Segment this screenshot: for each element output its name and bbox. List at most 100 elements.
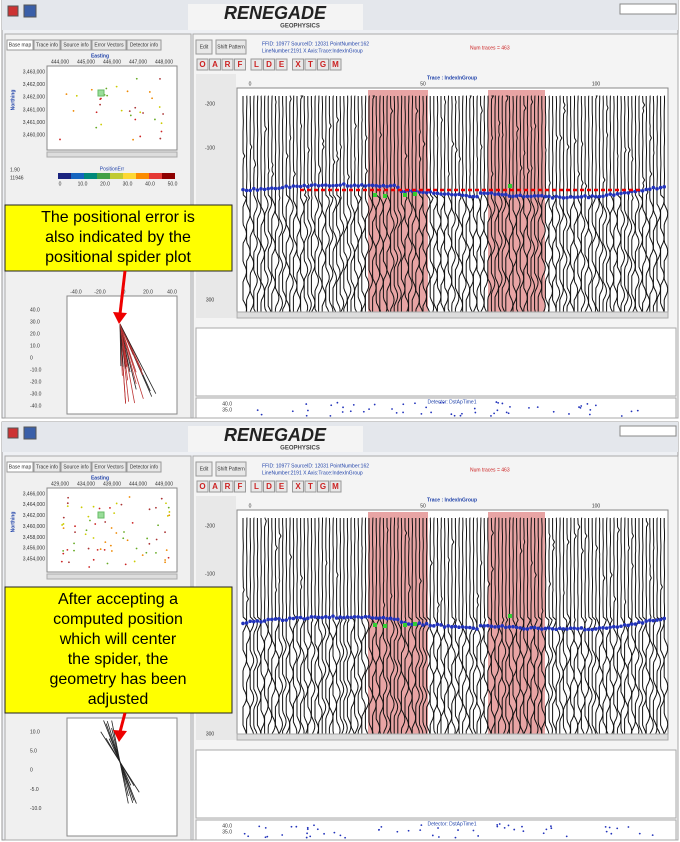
tool-label[interactable]: F xyxy=(238,482,243,491)
tool-label[interactable]: M xyxy=(332,60,339,69)
pick-point xyxy=(482,191,487,196)
tab[interactable] xyxy=(6,461,34,473)
tab-label[interactable]: Trace info xyxy=(36,42,58,48)
tool-label[interactable]: D xyxy=(266,60,272,69)
tool-label[interactable]: T xyxy=(308,482,313,491)
tab-label[interactable]: Error Vectors xyxy=(94,42,124,48)
map-point xyxy=(165,549,168,552)
tab-label[interactable]: Source info xyxy=(63,464,89,470)
tool-button[interactable] xyxy=(221,480,234,493)
tab-label[interactable]: Source info xyxy=(63,42,89,48)
tab-label[interactable]: Base map xyxy=(9,42,32,48)
seismic-trace xyxy=(454,96,460,315)
tab[interactable] xyxy=(126,39,162,51)
tool-label[interactable]: A xyxy=(212,60,218,69)
button[interactable] xyxy=(195,461,213,477)
tool-label[interactable]: L xyxy=(254,482,259,491)
tool-label[interactable]: F xyxy=(238,60,243,69)
tool-label[interactable]: D xyxy=(266,482,272,491)
button-label[interactable]: Edit xyxy=(200,466,209,472)
tab-label[interactable]: Error Vectors xyxy=(94,464,124,470)
button-label[interactable]: Shift Pattern xyxy=(217,44,245,50)
icon[interactable] xyxy=(7,427,19,439)
icon[interactable] xyxy=(23,426,37,440)
y-tick-label: 300 xyxy=(206,297,215,303)
tab[interactable] xyxy=(6,39,34,51)
tool-button[interactable] xyxy=(196,480,209,493)
tool-button[interactable] xyxy=(263,58,275,71)
tool-button[interactable] xyxy=(263,480,275,493)
tool-button[interactable] xyxy=(234,58,246,71)
tool-label[interactable]: O xyxy=(199,60,205,69)
seismic-trace xyxy=(267,517,273,737)
icon[interactable] xyxy=(7,5,19,17)
button[interactable] xyxy=(215,461,247,477)
tool-label[interactable]: G xyxy=(320,482,326,491)
pick-point xyxy=(648,618,652,623)
pick-point xyxy=(554,627,558,632)
tab-label[interactable]: Detector info xyxy=(130,464,159,470)
tool-label[interactable]: A xyxy=(212,482,218,491)
tool-button[interactable] xyxy=(292,58,304,71)
tab-label[interactable]: Base map xyxy=(9,464,32,470)
tool-button[interactable] xyxy=(317,480,329,493)
map-point xyxy=(66,502,69,505)
detector-point xyxy=(373,403,376,406)
tool-label[interactable]: E xyxy=(279,482,285,491)
tool-button[interactable] xyxy=(275,480,288,493)
tool-label[interactable]: R xyxy=(225,482,231,491)
tab[interactable] xyxy=(33,461,61,473)
tool-label[interactable]: L xyxy=(254,60,259,69)
tab[interactable] xyxy=(91,461,127,473)
button-label[interactable]: Shift Pattern xyxy=(217,466,245,472)
icon[interactable] xyxy=(23,4,37,18)
seismic-trace xyxy=(314,95,320,316)
tool-label[interactable]: R xyxy=(225,60,231,69)
tool-button[interactable] xyxy=(304,58,317,71)
tool-label[interactable]: M xyxy=(332,482,339,491)
pick-point xyxy=(277,616,281,621)
map-point xyxy=(80,506,83,509)
button-label[interactable]: Edit xyxy=(200,44,209,50)
tool-label[interactable]: T xyxy=(308,60,313,69)
tab-label[interactable]: Trace info xyxy=(36,464,58,470)
tool-button[interactable] xyxy=(304,480,317,493)
map-point xyxy=(155,551,157,554)
tool-button[interactable] xyxy=(317,58,329,71)
tool-button[interactable] xyxy=(209,58,221,71)
tab[interactable] xyxy=(33,39,61,51)
tab[interactable] xyxy=(60,39,92,51)
tool-button[interactable] xyxy=(275,58,288,71)
tab[interactable] xyxy=(60,461,92,473)
pick-point xyxy=(504,192,508,197)
tab-label[interactable]: Detector info xyxy=(130,42,159,48)
button[interactable] xyxy=(195,39,213,55)
pick-point xyxy=(550,196,555,200)
tool-button[interactable] xyxy=(196,58,209,71)
button[interactable] xyxy=(215,39,247,55)
tool-label[interactable]: X xyxy=(295,482,301,491)
seismic-trace xyxy=(364,95,370,316)
pick-point xyxy=(266,617,271,622)
tool-label[interactable]: E xyxy=(279,60,285,69)
logo: RENEGADE xyxy=(224,425,327,445)
tab[interactable] xyxy=(91,39,127,51)
tool-button[interactable] xyxy=(250,58,263,71)
tool-label[interactable]: O xyxy=(199,482,205,491)
tool-button[interactable] xyxy=(250,480,263,493)
tool-label[interactable]: X xyxy=(295,60,301,69)
tool-button[interactable] xyxy=(209,480,221,493)
tool-button[interactable] xyxy=(221,58,234,71)
tool-button[interactable] xyxy=(234,480,246,493)
tool-label[interactable]: G xyxy=(320,60,326,69)
tool-button[interactable] xyxy=(292,480,304,493)
x-tick-label: 20.0 xyxy=(143,289,153,295)
detector-point xyxy=(362,410,365,413)
tool-button[interactable] xyxy=(329,58,342,71)
detector-title: Detector: DstApTime1 xyxy=(428,399,477,405)
tool-button[interactable] xyxy=(329,480,342,493)
seismic-trace xyxy=(282,518,287,737)
map-point xyxy=(154,118,156,121)
detector-point xyxy=(407,829,410,832)
tab[interactable] xyxy=(126,461,162,473)
